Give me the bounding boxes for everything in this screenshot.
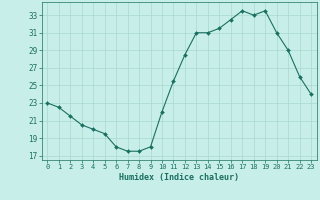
X-axis label: Humidex (Indice chaleur): Humidex (Indice chaleur) xyxy=(119,173,239,182)
